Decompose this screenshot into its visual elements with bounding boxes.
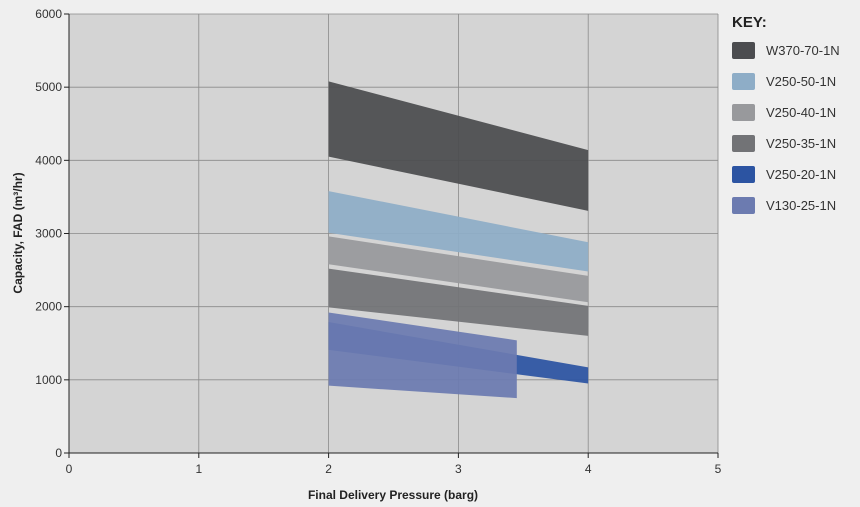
x-axis-label: Final Delivery Pressure (barg) — [308, 488, 478, 502]
x-tick-label: 4 — [585, 462, 592, 476]
y-tick-label: 3000 — [35, 227, 62, 241]
legend-label: V250-35-1N — [766, 136, 837, 151]
tick-labels: 0 1 2 3 4 5 0 1000 2000 3000 4000 5000 6000 — [35, 7, 721, 476]
legend-swatch — [732, 104, 755, 121]
legend-items: W370-70-1N V250-50-1N V250-40-1N V250-35-1N… — [732, 40, 840, 216]
band-v250-40-1n — [328, 236, 589, 303]
legend-item: V250-50-1N — [732, 71, 840, 92]
legend-item: V250-20-1N — [732, 164, 840, 185]
legend-item: W370-70-1N — [732, 40, 840, 61]
legend-swatch — [732, 135, 755, 152]
legend-label: W370-70-1N — [766, 43, 840, 58]
legend-title: KEY: — [732, 14, 767, 31]
legend-item: V250-35-1N — [732, 133, 840, 154]
band-v250-50-1n — [328, 191, 589, 272]
x-tick-label: 2 — [325, 462, 332, 476]
legend-swatch — [732, 42, 755, 59]
y-tick-label: 5000 — [35, 80, 62, 94]
x-tick-label: 3 — [455, 462, 462, 476]
band-v250-35-1n — [328, 268, 589, 336]
y-tick-label: 4000 — [35, 153, 62, 167]
y-tick-label: 2000 — [35, 300, 62, 314]
x-tick-label: 5 — [715, 462, 722, 476]
y-tick-label: 1000 — [35, 373, 62, 387]
legend-swatch — [732, 166, 755, 183]
data-bands — [328, 81, 589, 399]
legend-swatch — [732, 73, 755, 90]
legend-label: V250-20-1N — [766, 167, 837, 182]
legend-label: V250-40-1N — [766, 105, 837, 120]
legend-label: V130-25-1N — [766, 198, 837, 213]
legend-swatch — [732, 197, 755, 214]
x-tick-label: 1 — [195, 462, 202, 476]
y-tick-label: 6000 — [35, 7, 62, 21]
legend-label: V250-50-1N — [766, 74, 837, 89]
x-tick-label: 0 — [66, 462, 73, 476]
legend-item: V130-25-1N — [732, 195, 840, 216]
y-axis-label: Capacity, FAD (m³/hr) — [11, 172, 25, 293]
legend-item: V250-40-1N — [732, 102, 840, 123]
y-tick-label: 0 — [55, 446, 62, 460]
band-v130-25-1n — [328, 312, 517, 399]
legend: KEY: W370-70-1N V250-50-1N V250-40-1N V250-… — [732, 14, 840, 226]
band-w370-70-1n — [328, 81, 589, 211]
